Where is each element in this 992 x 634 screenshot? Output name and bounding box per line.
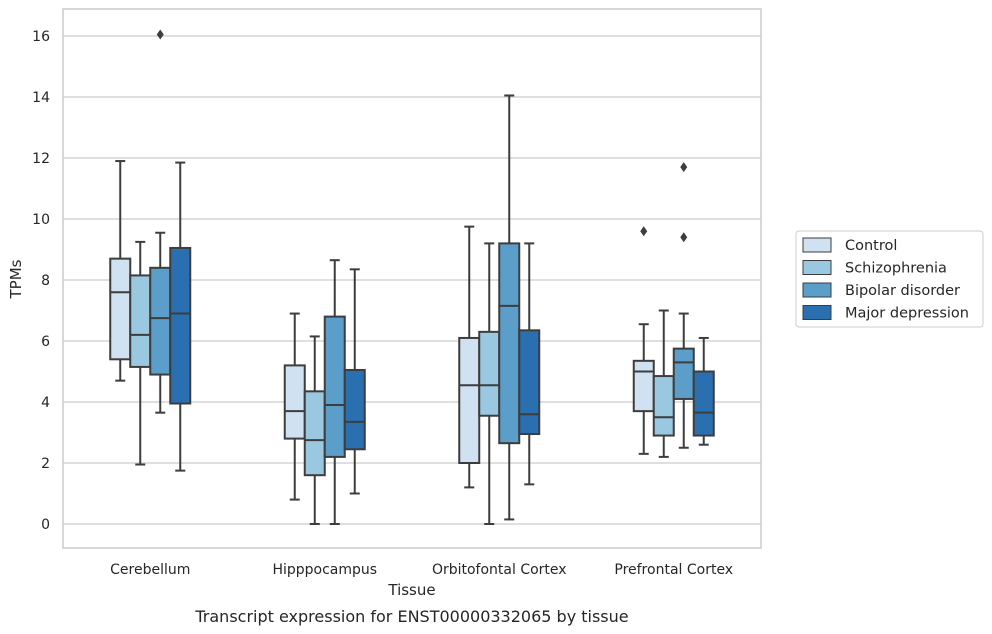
- box: [343, 368, 366, 451]
- legend-frame: [795, 230, 984, 328]
- y-tick-label: 0: [41, 517, 50, 533]
- box: [518, 329, 541, 436]
- legend-swatch: [802, 282, 832, 298]
- legend-swatch: [802, 237, 832, 253]
- box: [652, 375, 675, 437]
- legend-swatch: [802, 260, 832, 275]
- box: [169, 246, 192, 405]
- y-tick-label: 8: [41, 273, 50, 289]
- x-axis-label: Tissue: [387, 581, 435, 599]
- legend-label: Control: [845, 238, 897, 254]
- y-tick-label: 4: [41, 395, 50, 411]
- legend-label: Bipolar disorder: [845, 283, 960, 299]
- chart-caption: Transcript expression for ENST0000033206…: [194, 607, 628, 626]
- y-tick-label: 2: [41, 456, 50, 472]
- box: [632, 359, 655, 413]
- x-tick-label: Prefrontal Cortex: [614, 562, 733, 578]
- box: [458, 336, 481, 465]
- legend-label: Schizophrenia: [845, 261, 947, 277]
- y-axis-label: TPMs: [7, 259, 25, 299]
- box: [498, 242, 521, 445]
- outlier-point: [640, 226, 648, 237]
- y-tick-label: 10: [32, 212, 50, 228]
- box: [303, 390, 326, 477]
- x-tick-label: Hipppocampus: [272, 562, 377, 578]
- outlier-point: [680, 162, 688, 173]
- x-tick-label: Orbitofontal Cortex: [432, 562, 567, 578]
- y-tick-label: 6: [41, 334, 50, 350]
- legend-label: Major depression: [845, 306, 969, 322]
- box: [323, 315, 346, 458]
- y-tick-label: 12: [32, 151, 50, 167]
- box: [692, 370, 715, 437]
- box: [478, 330, 501, 417]
- y-axis-ticks: 0 2 4 6 8 10 12 14 16: [32, 29, 50, 533]
- box: [672, 347, 695, 400]
- outlier-point: [680, 232, 688, 243]
- box: [129, 274, 152, 368]
- outlier-point: [156, 29, 164, 40]
- plot-frame: [62, 8, 762, 549]
- y-tick-label: 16: [32, 29, 50, 45]
- box-series-group: [109, 29, 715, 525]
- x-tick-label: Cerebellum: [110, 562, 190, 578]
- legend-swatch: [802, 305, 832, 320]
- box: [149, 266, 172, 376]
- legend: Control Schizophrenia Bipolar disorder Majo…: [795, 230, 984, 328]
- y-tick-label: 14: [32, 90, 50, 106]
- box: [283, 364, 306, 440]
- box: [109, 257, 132, 361]
- x-axis-ticks: Cerebellum Hipppocampus Orbitofontal Corte…: [110, 562, 733, 578]
